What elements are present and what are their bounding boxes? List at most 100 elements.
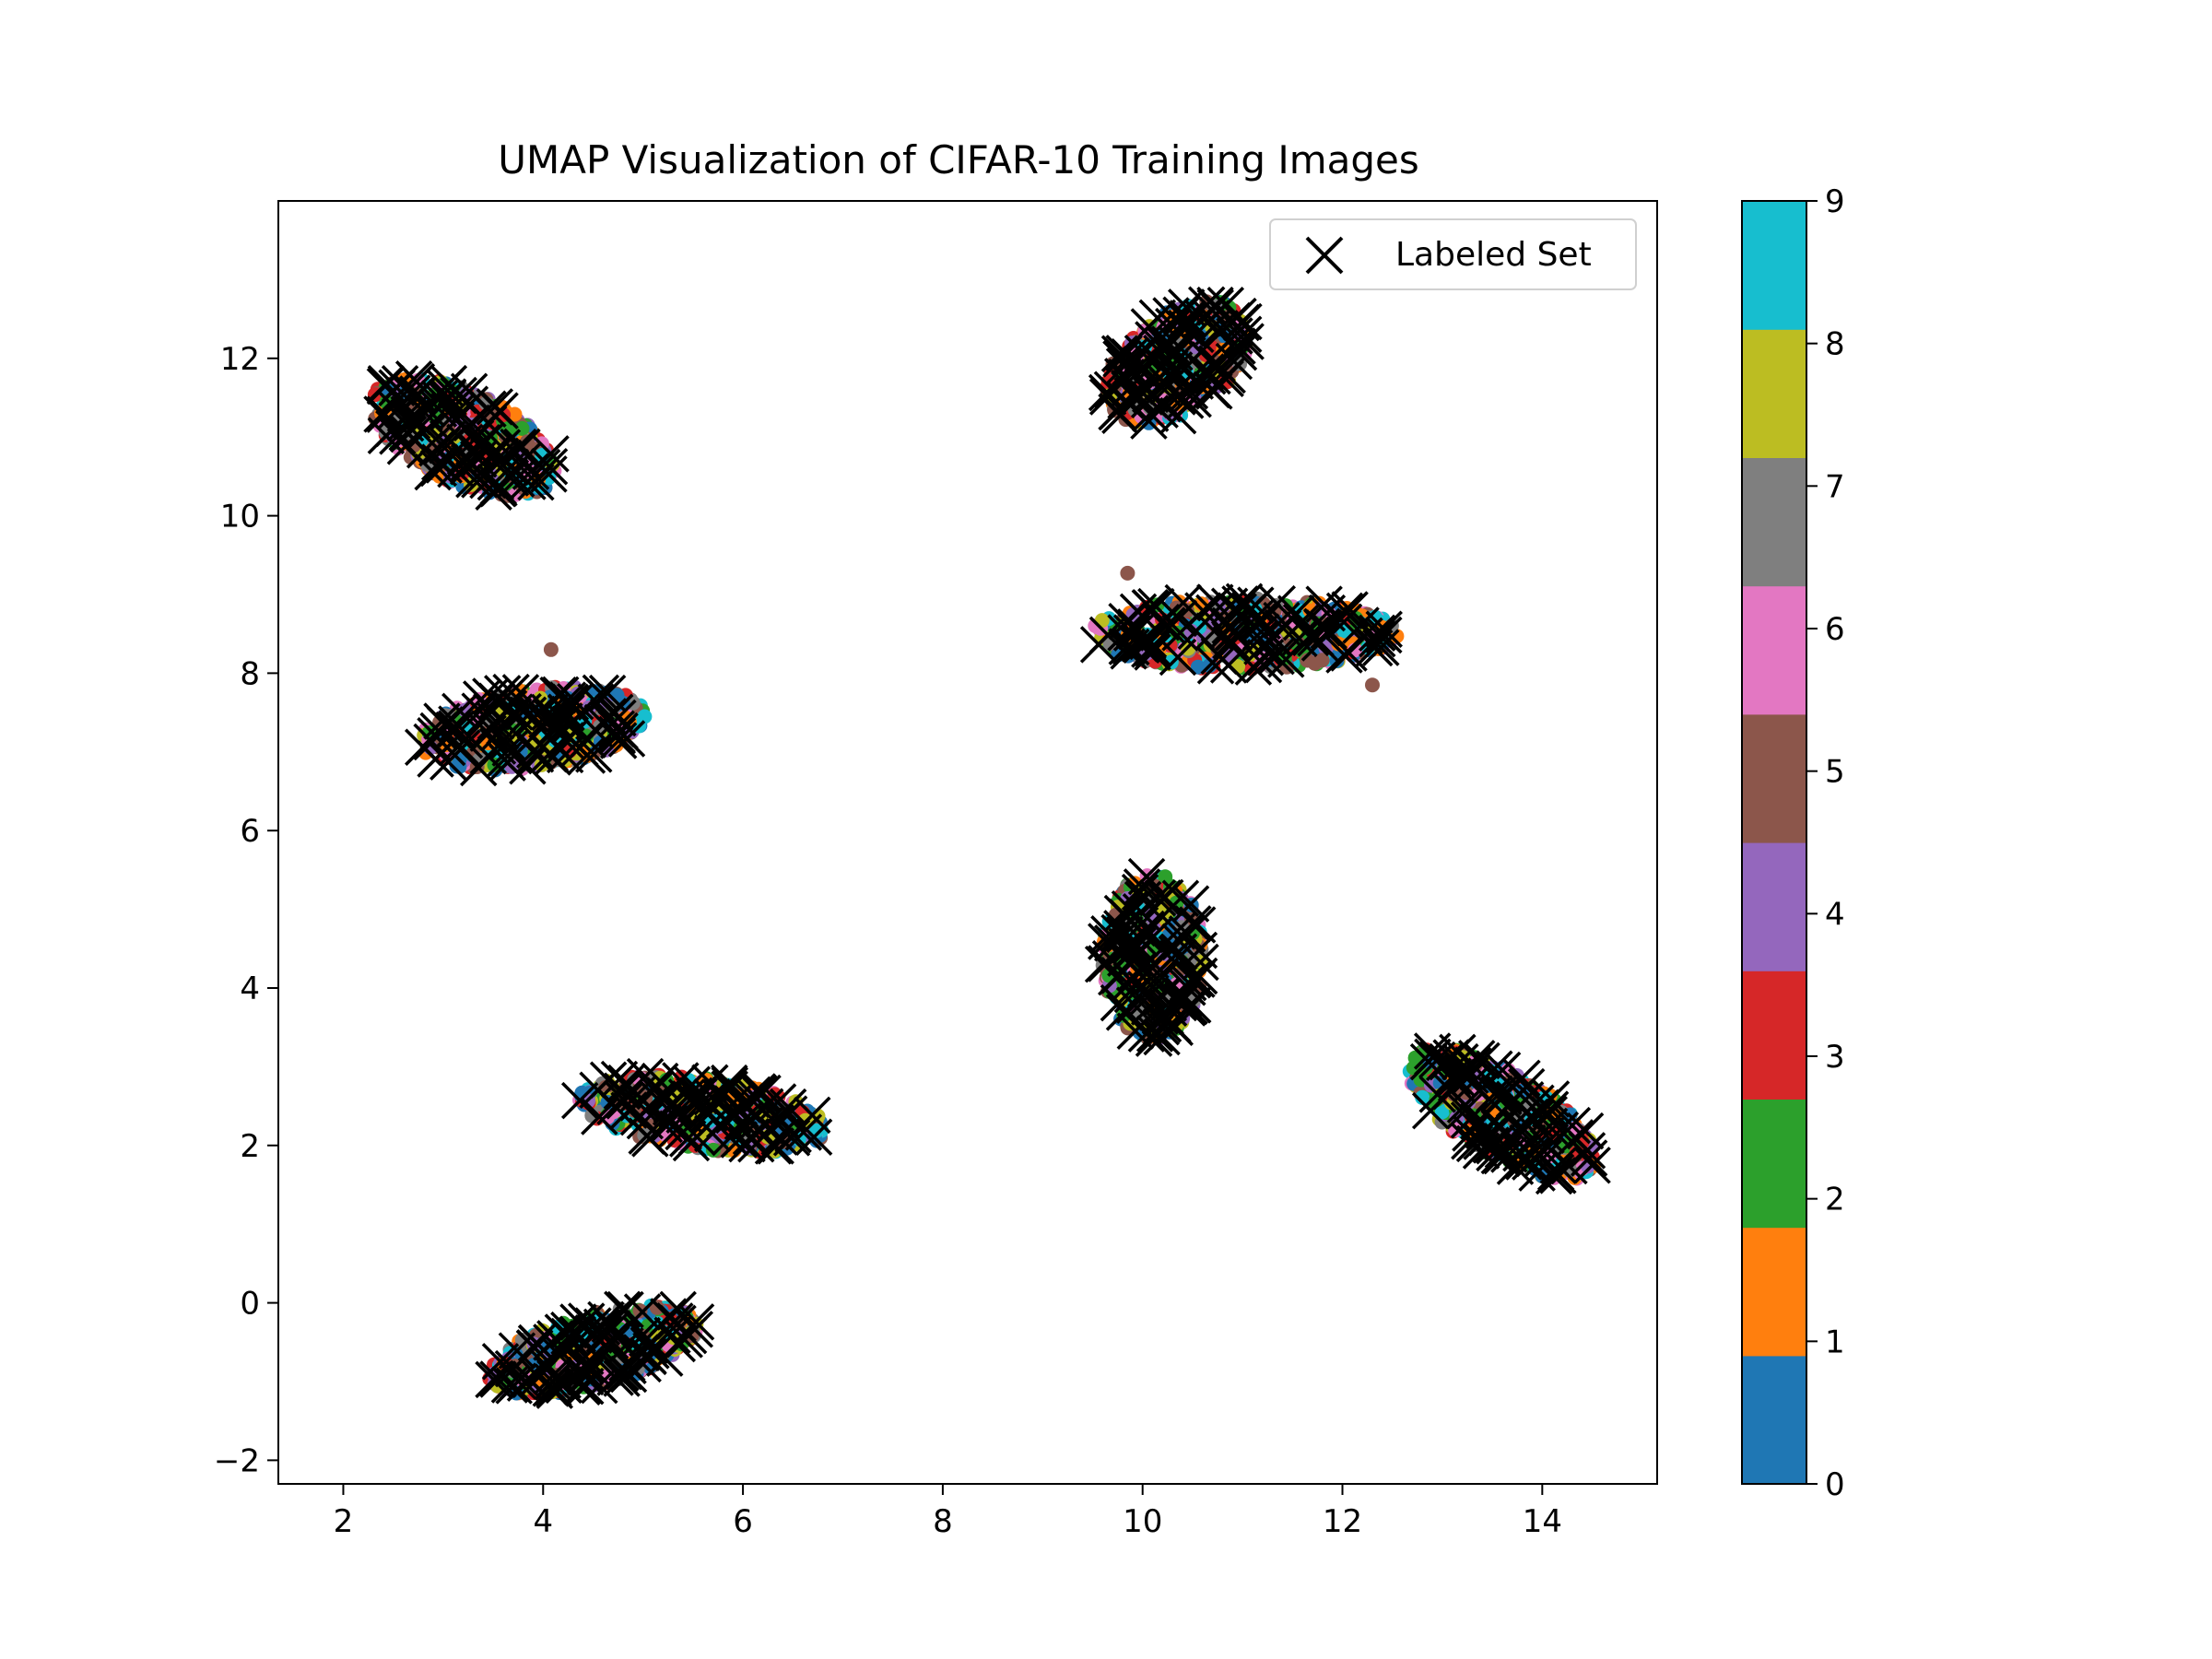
labeled-point-marker [784,1113,823,1151]
labeled-point-marker [1084,945,1123,983]
labeled-set-markers [363,286,1611,1409]
labeled-point-marker [585,1315,624,1354]
labeled-point-marker [379,418,417,455]
labeled-point-marker [581,1098,618,1135]
labeled-point-marker [677,1118,716,1156]
labeled-point-marker [1143,335,1181,372]
labeled-point-marker [1088,373,1126,412]
labeled-point-marker [1227,323,1265,360]
labeled-point-marker [453,404,491,442]
x-tick-label: 4 [533,1503,553,1540]
labeled-point-marker [559,1303,597,1341]
labeled-point-marker [535,1356,572,1394]
labeled-point-marker [701,1078,740,1117]
labeled-point-marker [509,747,547,785]
data-point [1314,653,1330,668]
colorbar-tick-label: 3 [1825,1039,1845,1076]
legend-x-marker-icon [1305,236,1344,275]
labeled-point-marker [1432,1072,1470,1111]
labeled-point-marker [441,692,479,731]
labeled-point-marker [531,735,570,772]
labeled-point-marker [486,740,524,779]
data-point [1300,653,1315,668]
labeled-point-marker [500,428,537,466]
data-point [507,406,523,422]
y-tick-label: 8 [240,655,260,692]
labeled-point-marker [1308,594,1347,632]
colorbar-segment [1742,842,1806,971]
labeled-point-marker [676,1311,714,1348]
labeled-point-marker [645,1339,684,1377]
colorbar-segment [1742,971,1806,1100]
labeled-point-marker [568,736,606,774]
data-point [705,1142,721,1158]
y-tick-label: 6 [240,813,260,850]
labeled-point-marker [609,1355,648,1394]
x-tick-label: 14 [1523,1503,1562,1540]
labeled-point-marker [1216,317,1253,355]
colorbar-tick-label: 8 [1825,326,1845,363]
colorbar-tick-label: 9 [1825,183,1845,220]
labeled-point-marker [606,1082,643,1120]
labeled-point-marker [1122,346,1160,383]
labeled-point-marker [598,715,636,754]
labeled-point-marker [665,1096,703,1134]
labeled-point-marker [483,675,522,712]
labeled-point-marker [530,447,569,486]
labeled-point-marker [1413,1032,1452,1070]
labeled-point-marker [423,702,461,740]
labeled-point-marker [1196,647,1235,685]
labeled-point-marker [628,1117,665,1155]
colorbar-segment [1742,1355,1806,1485]
colorbar-tick-label: 5 [1825,754,1845,791]
labeled-point-marker [1480,1075,1518,1113]
labeled-point-marker [530,455,568,493]
labeled-point-marker [681,1085,719,1124]
labeled-point-marker [1214,613,1253,652]
labeled-point-marker [1450,1101,1488,1139]
labeled-point-marker [656,1302,694,1340]
colorbar-segment [1742,329,1806,458]
labeled-point-marker [1159,638,1197,677]
labeled-point-marker [577,683,616,722]
plot-frame [277,200,1658,1485]
labeled-point-marker [606,1290,644,1329]
labeled-point-marker [760,1118,798,1156]
labeled-point-marker [1113,931,1151,969]
y-tick-label: 12 [220,341,260,378]
colorbar-tick-label: 0 [1825,1466,1845,1503]
labeled-point-marker [1129,370,1167,408]
labeled-point-marker [659,1290,697,1329]
legend-box [1269,218,1637,290]
labeled-point-marker [1116,608,1155,646]
labeled-point-marker [1219,333,1258,371]
x-tick-label: 8 [933,1503,953,1540]
colorbar-frame [1741,200,1807,1485]
data-point [1434,1104,1450,1120]
labeled-point-marker [691,1064,729,1101]
colorbar-tick-label: 6 [1825,611,1845,648]
labeled-point-marker [1209,646,1248,684]
colorbar-segment [1742,1099,1806,1229]
labeled-point-marker [1365,616,1403,654]
labeled-point-marker [1100,983,1138,1022]
labeled-point-marker [1437,1059,1476,1097]
data-point [1120,565,1135,581]
labeled-point-marker [635,1071,674,1110]
labeled-point-marker [575,735,613,773]
labeled-point-marker [1476,1134,1513,1172]
labeled-point-marker [1218,327,1256,365]
labeled-point-marker [1111,370,1148,407]
labeled-point-marker [1135,1019,1173,1057]
x-tick-label: 2 [334,1503,354,1540]
labeled-point-marker [1536,1153,1575,1192]
y-tick-label: 2 [240,1128,260,1165]
labeled-point-marker [1173,960,1212,999]
data-point [1365,677,1380,693]
labeled-point-marker [1180,957,1218,995]
labeled-point-marker [582,674,620,712]
labeled-point-marker [1453,1046,1492,1085]
labeled-point-marker [504,441,543,479]
